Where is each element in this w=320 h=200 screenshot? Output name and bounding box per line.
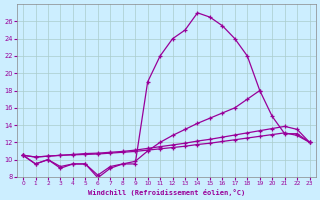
X-axis label: Windchill (Refroidissement éolien,°C): Windchill (Refroidissement éolien,°C) <box>88 189 245 196</box>
